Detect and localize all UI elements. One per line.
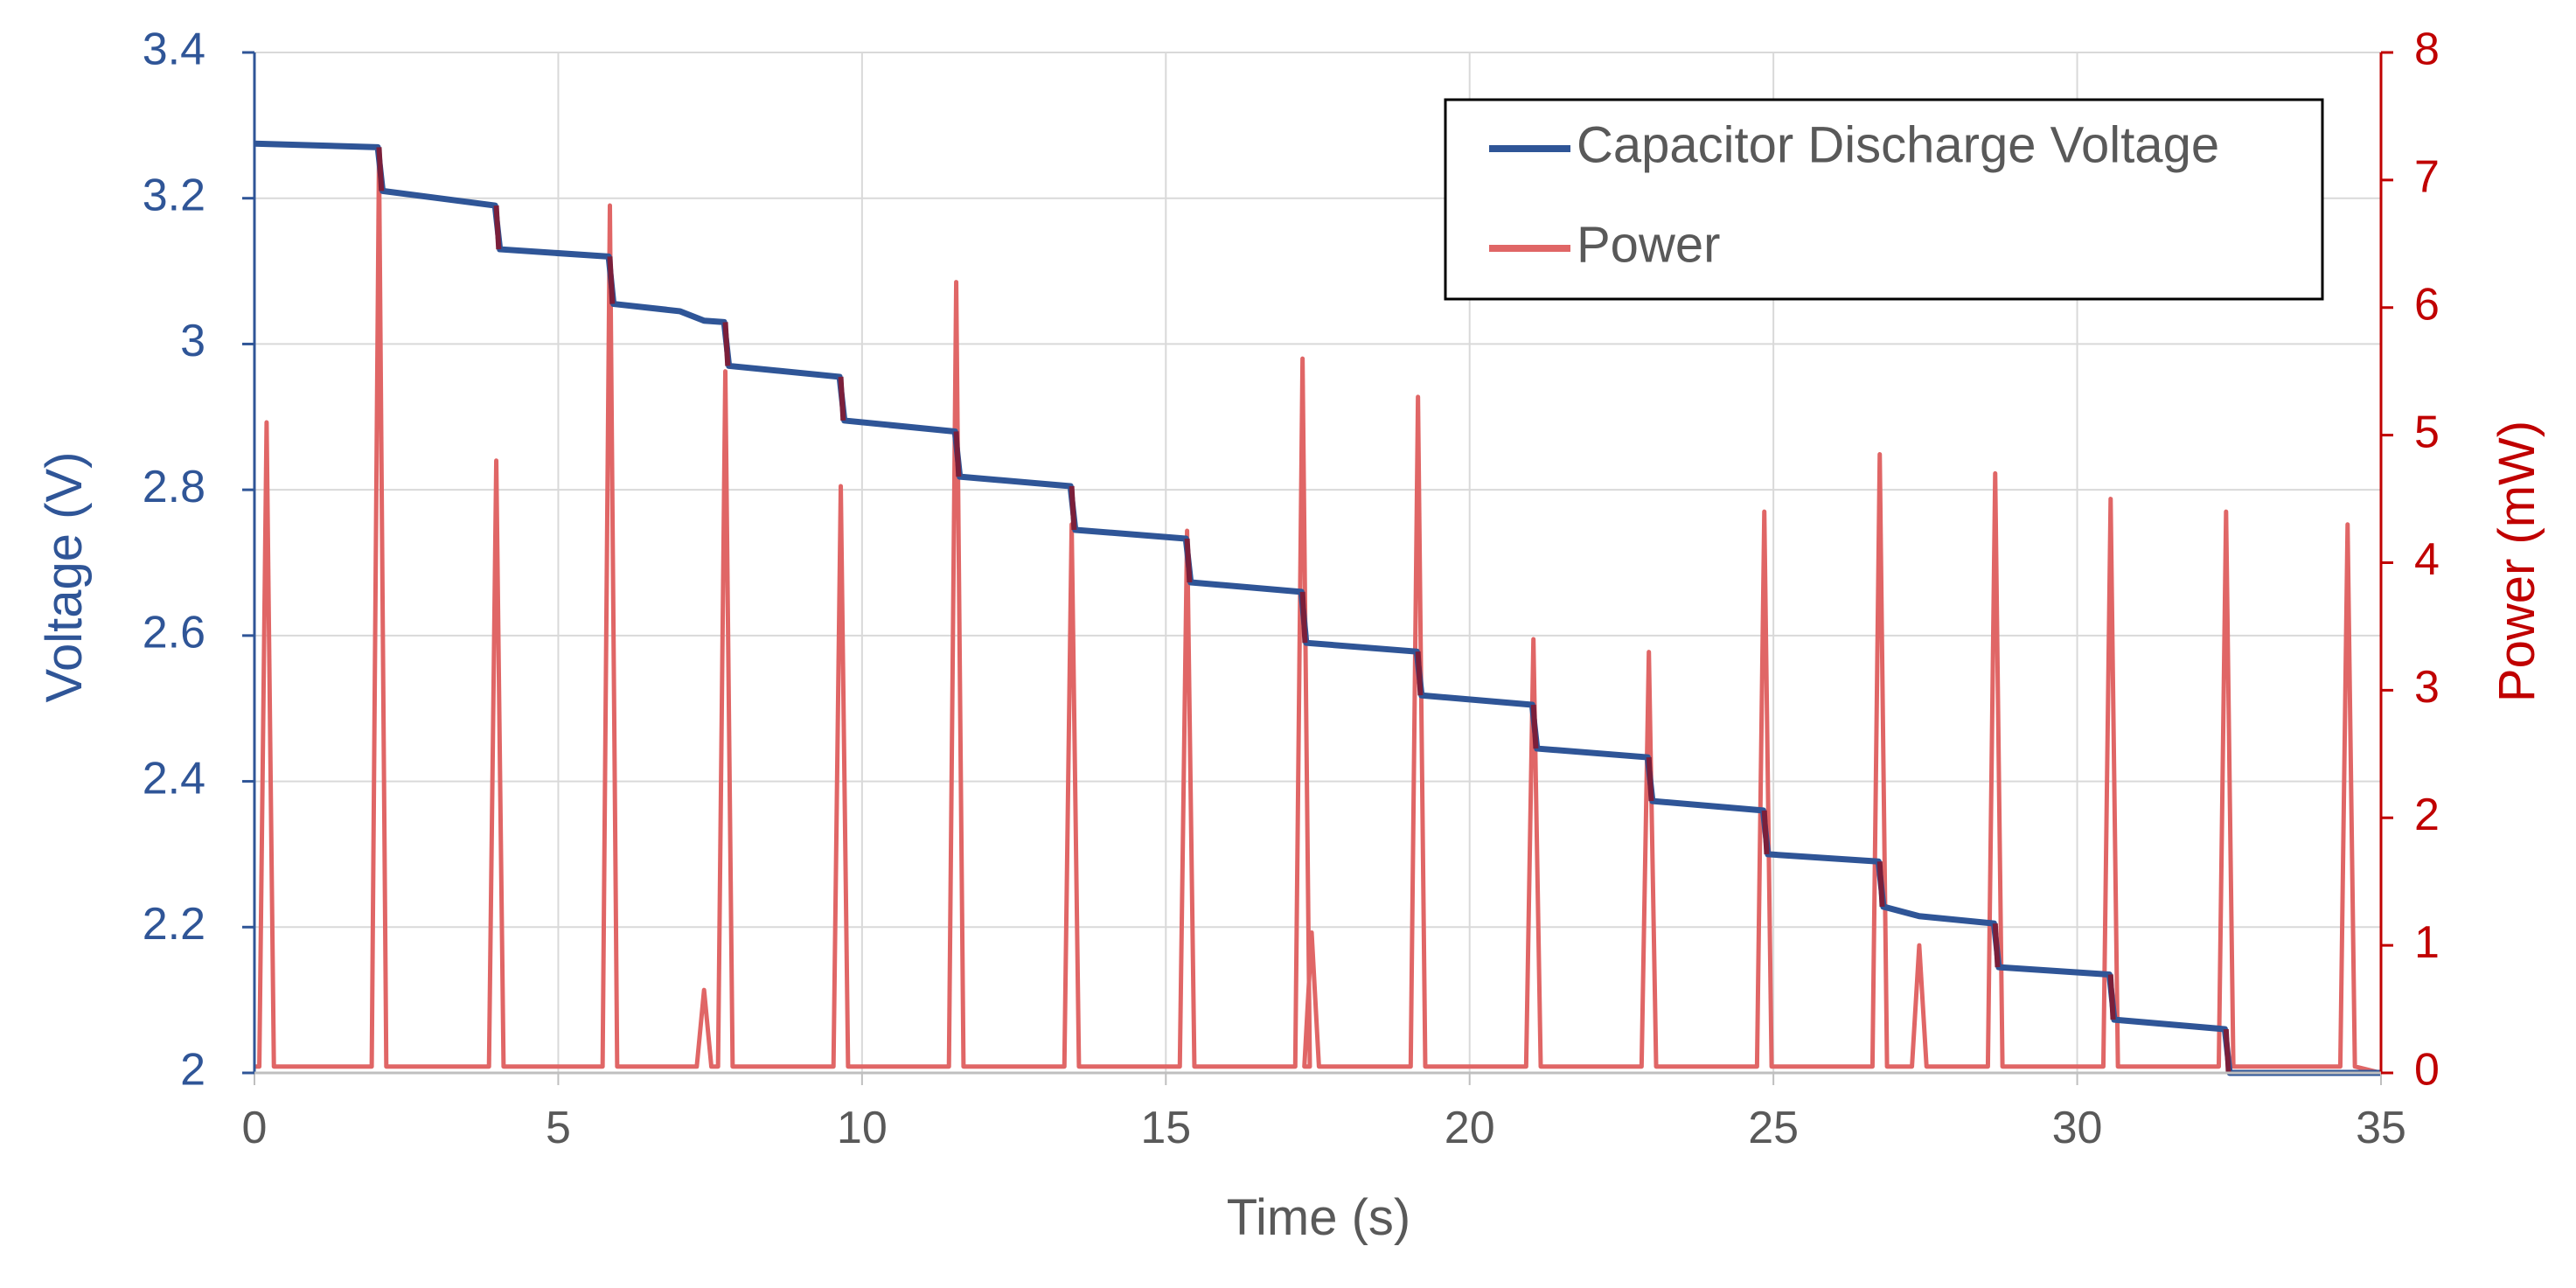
power-spike-point [1310, 931, 1313, 935]
x-tick-label: 30 [2052, 1103, 2103, 1153]
voltage-step-drop [1530, 704, 1539, 749]
x-tick-label: 25 [1748, 1103, 1799, 1153]
voltage-step-drop [1415, 651, 1424, 696]
y-right-tick-label: 8 [2414, 24, 2440, 75]
power-spike-point [1994, 471, 1997, 475]
power-spike-point [1417, 395, 1420, 399]
y-right-tick-label: 7 [2414, 152, 2440, 203]
x-tick-label: 15 [1140, 1103, 1191, 1153]
voltage-step-drop [607, 256, 616, 304]
y-left-axis-title: Voltage (V) [36, 452, 93, 703]
power-spike-point [2346, 523, 2350, 526]
voltage-step-drop [1876, 861, 1885, 908]
power-spike-point [1301, 357, 1305, 360]
y-right-tick-label: 3 [2414, 662, 2440, 713]
y-right-tick-label: 1 [2414, 917, 2440, 968]
y-right-tick-label: 0 [2414, 1045, 2440, 1096]
x-tick-label: 20 [1445, 1103, 1495, 1153]
power-spike-point [724, 370, 728, 373]
y-left-tick-label: 3 [180, 316, 205, 366]
power-spike-point [955, 281, 958, 284]
voltage-step-drop [1646, 756, 1654, 802]
x-tick-label: 35 [2356, 1103, 2406, 1153]
power-spike-point [495, 459, 498, 463]
chart-axes [242, 51, 2393, 1085]
voltage-step-drop [838, 376, 846, 421]
voltage-step-drop [722, 322, 731, 366]
y-right-tick-label: 6 [2414, 279, 2440, 330]
power-spike-point [1532, 637, 1535, 641]
power-spike-point [839, 484, 843, 488]
y-left-tick-label: 3.4 [143, 24, 205, 75]
legend-box [1444, 98, 2324, 301]
x-tick-label: 5 [546, 1103, 571, 1153]
x-tick-label: 0 [242, 1103, 268, 1153]
power-spike-point [1918, 943, 1921, 947]
tick-labels: 0 5 10 15 20 25 30 35 2 2.2 2.4 2.6 2.8 3 3.2 3.4 0 1 2 3 4 5… [143, 24, 2440, 1153]
voltage-step-drop [376, 147, 385, 191]
voltage-step-drop [2107, 974, 2116, 1020]
legend-label-power: Power [1577, 216, 1720, 273]
x-tick-label: 10 [837, 1103, 888, 1153]
power-spike-point [2224, 510, 2228, 513]
y-left-tick-label: 2.2 [143, 899, 205, 950]
power-spike-point [1647, 651, 1651, 654]
voltage-step-drop [1184, 538, 1193, 583]
power-series [254, 152, 2382, 1076]
power-spike-point [1763, 510, 1766, 513]
power-spike-point [702, 988, 706, 992]
chart-legend: Capacitor Discharge Voltage Power [1444, 98, 2324, 301]
y-left-tick-label: 2 [180, 1045, 205, 1096]
y-right-axis-title: Power (mW) [2489, 421, 2545, 702]
y-right-tick-label: 5 [2414, 407, 2440, 457]
voltage-step-drop [493, 205, 502, 250]
power-spike-point [2109, 498, 2113, 501]
voltage-step-drop [1761, 810, 1770, 855]
power-spike-point [1878, 453, 1882, 456]
power-spike-point [608, 204, 611, 207]
y-left-tick-label: 2.8 [143, 462, 205, 512]
voltage-step-drop [953, 431, 962, 477]
y-left-tick-label: 3.2 [143, 170, 205, 220]
y-right-tick-label: 4 [2414, 534, 2440, 585]
power-spike-point [265, 421, 268, 424]
voltage-step-drop [2223, 1028, 2231, 1074]
y-right-tick-label: 2 [2414, 790, 2440, 840]
power-spike-point [1186, 529, 1189, 533]
power-line [254, 152, 2382, 1076]
y-left-tick-label: 2.4 [143, 753, 205, 804]
y-left-tick-label: 2.6 [143, 608, 205, 658]
voltage-step-drop [1992, 922, 2001, 968]
voltage-series [254, 140, 2381, 1076]
voltage-step-drop [1299, 591, 1308, 644]
voltage-step-drop [1069, 485, 1077, 531]
x-axis-title: Time (s) [1227, 1189, 1410, 1246]
legend-label-voltage: Capacitor Discharge Voltage [1577, 116, 2219, 173]
